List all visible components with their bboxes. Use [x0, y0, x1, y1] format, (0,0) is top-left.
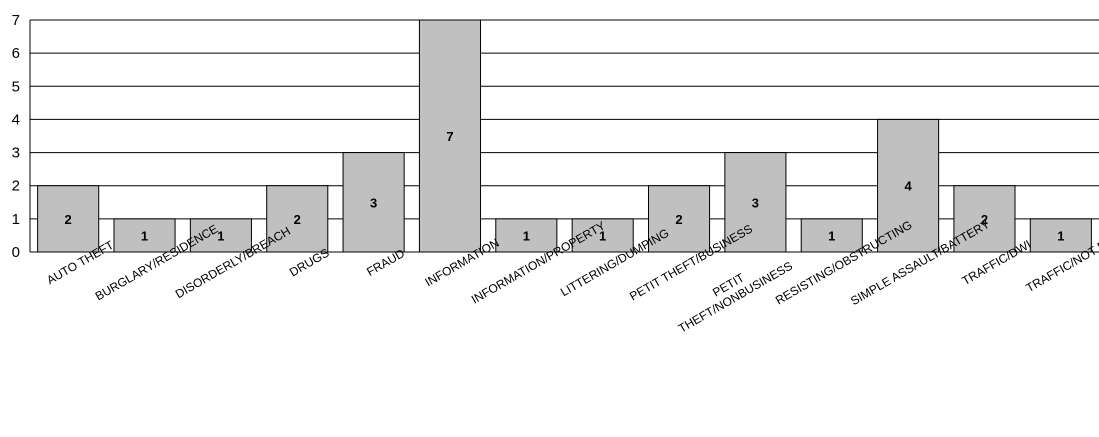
y-tick-label: 1	[12, 211, 20, 228]
y-tick-label: 3	[12, 145, 20, 162]
y-tick-label: 4	[12, 111, 20, 128]
data-label: 1	[1057, 228, 1064, 243]
y-tick-label: 6	[12, 45, 20, 62]
bar	[113, 218, 176, 253]
data-label: 4	[904, 179, 912, 194]
data-label: 2	[981, 212, 988, 227]
data-label: 1	[141, 228, 148, 243]
data-label: 7	[446, 129, 453, 144]
bar	[1029, 218, 1092, 253]
x-axis-labels: AUTO THEFTBURGLARY/RESIDENCEDISORDERLY/B…	[44, 217, 1099, 336]
bar	[571, 218, 634, 253]
y-tick-label: 2	[12, 178, 20, 195]
y-axis: 0 1 2 3 4 5 6 7	[12, 12, 31, 261]
data-label: 2	[65, 212, 72, 227]
bar	[953, 185, 1016, 253]
y-tick-label: 7	[12, 12, 20, 29]
bar	[37, 185, 100, 253]
data-label: 1	[599, 228, 606, 243]
data-label: 1	[217, 228, 224, 243]
data-label: 3	[752, 195, 759, 210]
data-label: 2	[675, 212, 682, 227]
data-label: 3	[370, 195, 377, 210]
bar	[647, 185, 711, 253]
bar	[724, 152, 787, 253]
bar	[189, 218, 252, 253]
bar	[266, 185, 329, 253]
data-label: 1	[828, 228, 835, 243]
y-tick-label: 5	[12, 78, 20, 95]
bar	[877, 118, 940, 253]
data-label: 1	[523, 228, 530, 243]
data-label: 2	[294, 212, 301, 227]
bar	[800, 218, 863, 253]
bar	[342, 152, 405, 253]
bar	[418, 19, 482, 253]
bars	[37, 19, 1092, 253]
bar	[495, 218, 558, 253]
y-tick-label: 0	[12, 244, 20, 261]
